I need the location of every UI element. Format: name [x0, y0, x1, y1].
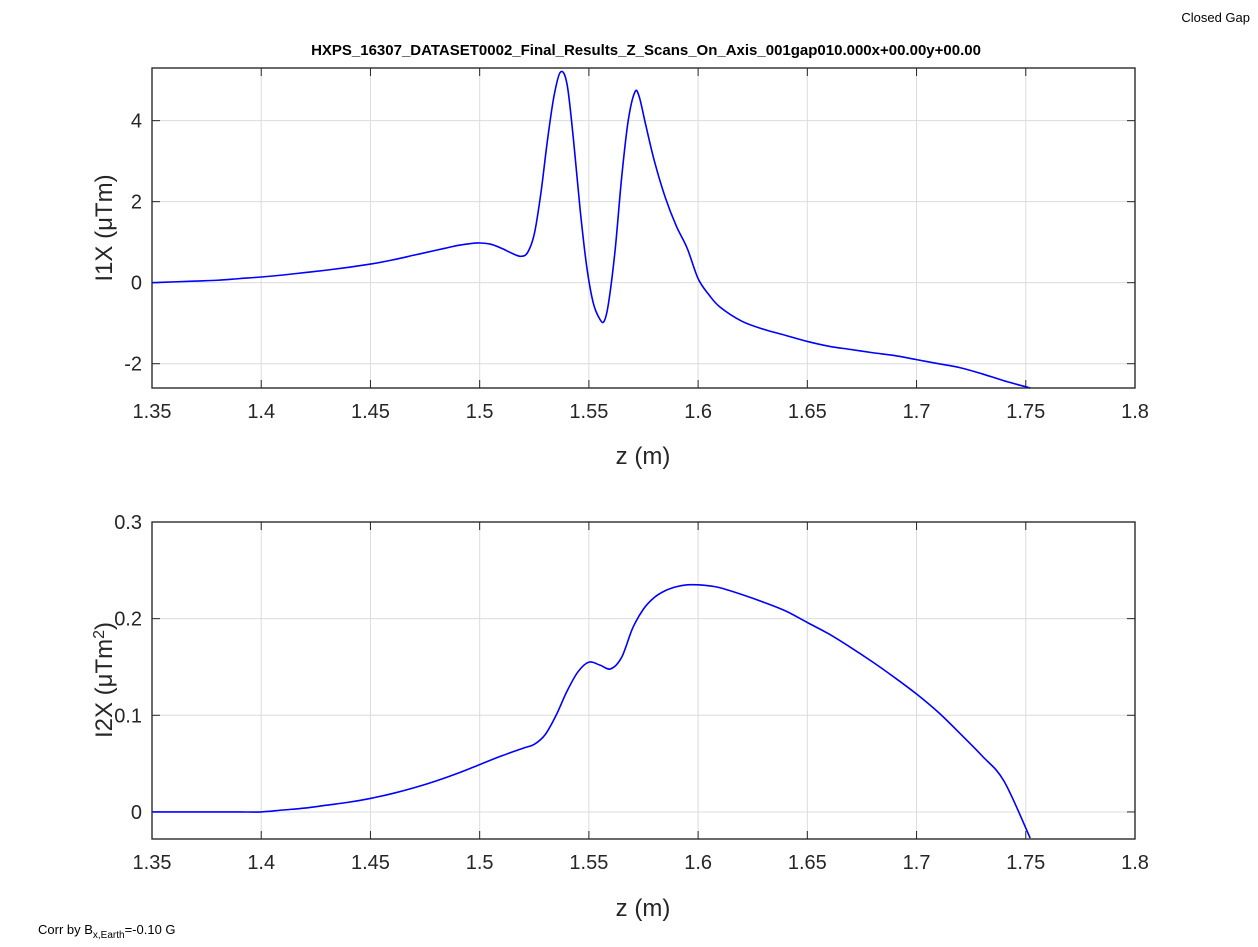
top-chart-gridlines — [152, 68, 1135, 388]
bottom-xtick-label: 1.65 — [788, 852, 827, 874]
bottom-xtick-label: 1.35 — [133, 852, 172, 874]
top-xtick-label: 1.6 — [684, 401, 712, 423]
top-xtick-label: 1.7 — [903, 401, 931, 423]
top-chart-ylabel: I1X (μTm) — [91, 174, 118, 281]
top-xtick-label: 1.8 — [1121, 401, 1149, 423]
top-chart-series — [151, 70, 1031, 389]
correction-note-suffix: =-0.10 G — [125, 922, 176, 937]
bottom-chart-xlabel: z (m) — [616, 895, 671, 922]
bottom-chart-axes — [151, 521, 1136, 840]
top-xtick-label: 1.35 — [133, 401, 172, 423]
top-xtick-label: 1.65 — [788, 401, 827, 423]
top-ytick-label: -2 — [124, 354, 142, 376]
top-ytick-label: 0 — [131, 273, 142, 295]
bottom-xtick-label: 1.6 — [684, 852, 712, 874]
bottom-chart-ylabel-superscript: 2 — [91, 630, 108, 639]
bottom-xtick-label: 1.55 — [569, 852, 608, 874]
top-series-line-0 — [151, 70, 1031, 389]
bottom-ytick-label: 0.3 — [114, 512, 142, 534]
bottom-xtick-label: 1.75 — [1006, 852, 1045, 874]
bottom-chart-series — [152, 583, 1031, 839]
top-chart-title: HXPS_16307_DATASET0002_Final_Results_Z_S… — [311, 42, 981, 59]
bottom-xtick-label: 1.8 — [1121, 852, 1149, 874]
bottom-chart-ylabel-text: I2X (μTm — [91, 639, 118, 738]
bottom-ytick-label: 0.1 — [114, 705, 142, 727]
bottom-chart-ylabel: I2X (μTm2) — [91, 622, 119, 738]
bottom-chart-ticks: 1.35 1.4 1.45 1.5 1.55 1.6 1.65 1.7 1.75 1.8 0 0.1 0… — [114, 512, 1149, 874]
top-xtick-label: 1.45 — [351, 401, 390, 423]
bottom-xtick-label: 1.7 — [903, 852, 931, 874]
top-chart: HXPS_16307_DATASET0002_Final_Results_Z_S… — [91, 42, 1149, 470]
bottom-chart-axes-frame — [151, 521, 1136, 840]
bottom-ytick-label: 0.2 — [114, 609, 142, 631]
bottom-chart-ylabel-close: ) — [91, 622, 118, 630]
bottom-chart-gridlines — [152, 522, 1135, 839]
top-ytick-label: 2 — [131, 192, 142, 214]
bottom-series-line-0 — [152, 583, 1031, 839]
bottom-chart: 1.35 1.4 1.45 1.5 1.55 1.6 1.65 1.7 1.75 1.8 0 0.1 0… — [91, 512, 1149, 922]
bottom-xtick-label: 1.5 — [466, 852, 494, 874]
top-chart-ticks: 1.35 1.4 1.45 1.5 1.55 1.6 1.65 1.7 1.75 1.8 -2 0 2 4 — [124, 68, 1149, 423]
correction-note-subscript: x,Earth — [93, 930, 125, 941]
correction-note: Corr by Bx,Earth=-0.10 G — [38, 922, 176, 941]
bottom-xtick-label: 1.45 — [351, 852, 390, 874]
top-ytick-label: 4 — [131, 111, 142, 133]
top-xtick-label: 1.4 — [247, 401, 275, 423]
top-xtick-label: 1.5 — [466, 401, 494, 423]
closed-gap-note: Closed Gap — [1181, 10, 1250, 25]
top-chart-axes — [151, 67, 1136, 389]
top-chart-xlabel: z (m) — [616, 443, 671, 470]
correction-note-prefix: Corr by B — [38, 922, 93, 937]
bottom-ytick-label: 0 — [131, 802, 142, 824]
top-xtick-label: 1.75 — [1006, 401, 1045, 423]
top-xtick-label: 1.55 — [569, 401, 608, 423]
top-chart-axes-frame — [151, 67, 1136, 389]
bottom-xtick-label: 1.4 — [247, 852, 275, 874]
